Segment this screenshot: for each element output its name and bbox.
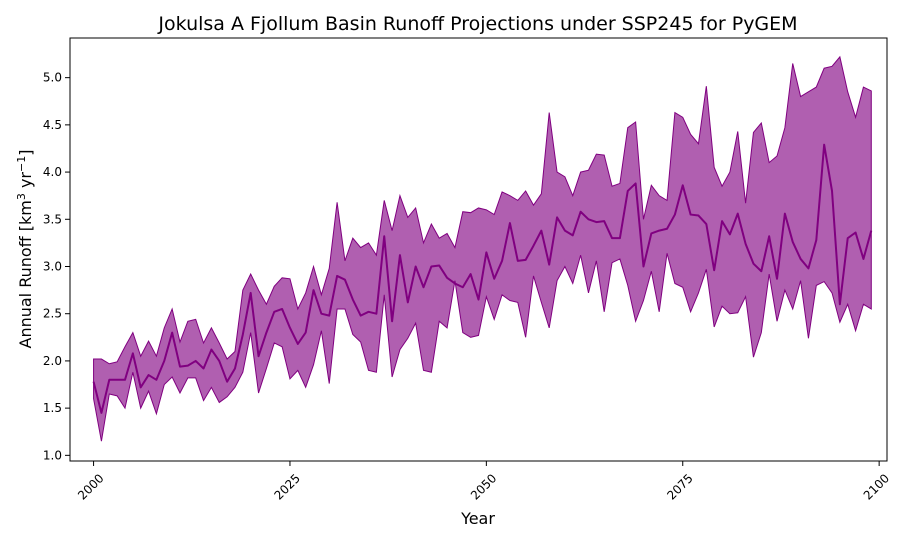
plot-area — [92, 55, 873, 442]
median-runoff-line — [92, 143, 873, 414]
plot-frame — [69, 37, 888, 462]
x-tick-label: 2075 — [664, 471, 695, 502]
y-tick-label: 3.5 — [43, 212, 62, 226]
x-tick-label: 2100 — [861, 471, 892, 502]
y-axis-label-mid: yr — [16, 172, 35, 194]
x-axis-label: Year — [460, 509, 495, 528]
y-axis: 1.0 1.5 2.0 2.5 3.0 3.5 4.0 4.5 5.0 — [43, 71, 70, 462]
y-axis-label-sup1: 3 — [15, 193, 28, 200]
y-axis-label-end: ] — [16, 150, 35, 156]
y-axis-label: Annual Runoff [km3 yr−1] — [15, 150, 35, 349]
x-tick-label: 2050 — [468, 471, 499, 502]
y-tick-label: 3.0 — [43, 259, 62, 273]
runoff-range-band — [93, 55, 872, 442]
x-tick-label: 2000 — [75, 471, 106, 502]
y-axis-label-main: Annual Runoff [km — [16, 200, 35, 348]
chart-title: Jokulsa A Fjollum Basin Runoff Projectio… — [157, 13, 797, 35]
y-tick-label: 5.0 — [43, 71, 62, 85]
y-tick-label: 2.5 — [43, 307, 62, 321]
y-tick-label: 1.5 — [43, 401, 62, 415]
x-axis: 2000 2025 2050 2075 2100 — [75, 461, 892, 503]
y-tick-label: 4.0 — [43, 165, 62, 179]
y-tick-label: 2.0 — [43, 354, 62, 368]
x-tick-label: 2025 — [272, 471, 303, 502]
y-axis-label-sup2: −1 — [15, 156, 28, 172]
y-tick-label: 4.5 — [43, 118, 62, 132]
y-tick-label: 1.0 — [43, 448, 62, 462]
